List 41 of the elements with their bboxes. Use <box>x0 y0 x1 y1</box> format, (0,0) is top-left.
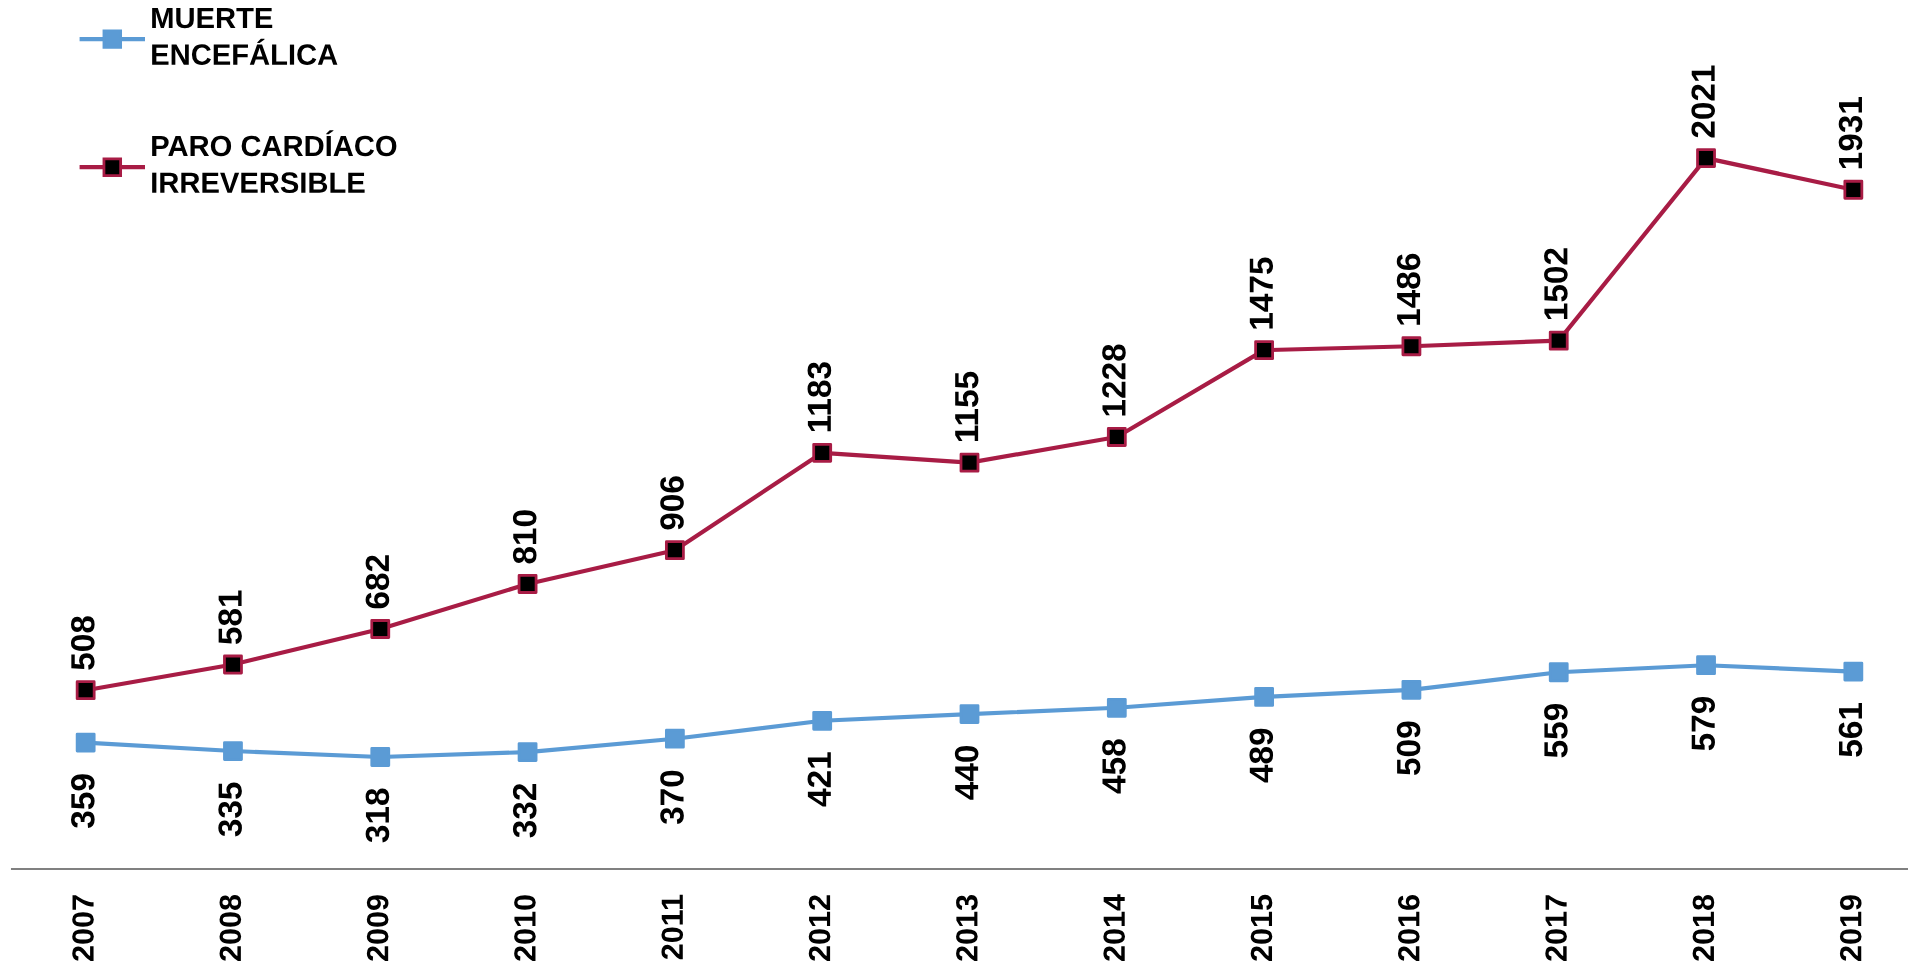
data-label: 1502 <box>1544 248 1568 320</box>
data-label: 508 <box>71 616 95 670</box>
data-label: 335 <box>218 782 242 837</box>
x-tick-label: 2008 <box>219 894 242 961</box>
data-label: 489 <box>1249 728 1274 783</box>
data-label: 561 <box>1838 703 1863 757</box>
data-label: 1183 <box>807 362 832 432</box>
data-label: 2021 <box>1691 65 1715 138</box>
x-tick-label: 2016 <box>1397 895 1420 961</box>
data-label: 1228 <box>1102 344 1126 416</box>
data-label: 1155 <box>955 371 979 442</box>
data-label: 509 <box>1396 721 1421 775</box>
x-tick-label: 2011 <box>661 894 684 960</box>
data-label: 581 <box>218 590 242 645</box>
data-label: 1475 <box>1249 257 1274 329</box>
x-tick-label: 2019 <box>1839 895 1862 961</box>
x-tick-label: 2009 <box>366 895 389 961</box>
x-tick-label: 2015 <box>1250 894 1273 961</box>
data-label: 1931 <box>1838 97 1863 169</box>
data-label: 1486 <box>1396 253 1421 325</box>
x-tick-label: 2012 <box>808 895 831 961</box>
data-label: 332 <box>512 783 537 838</box>
legend-label: MUERTE ENCEFÁLICA <box>152 7 338 65</box>
data-label: 421 <box>807 752 831 807</box>
x-tick-label: 2014 <box>1103 894 1126 961</box>
data-label: 318 <box>365 788 390 843</box>
x-tick-label: 2010 <box>514 895 536 961</box>
data-label: 458 <box>1102 739 1126 794</box>
data-label: 370 <box>660 770 684 825</box>
data-label: 810 <box>512 510 537 564</box>
data-label: 359 <box>71 774 95 828</box>
data-label: 906 <box>660 476 684 530</box>
x-tick-label: 2013 <box>956 895 978 961</box>
x-tick-label: 2018 <box>1692 894 1715 961</box>
legend-label: PARO CARDÍACO IRREVERSIBLE <box>152 130 397 194</box>
x-tick-label: 2007 <box>72 895 94 961</box>
data-label: 559 <box>1544 704 1568 758</box>
data-label: 440 <box>954 746 979 800</box>
data-label: 579 <box>1691 697 1715 751</box>
x-tick-label: 2017 <box>1545 895 1567 961</box>
data-label: 682 <box>365 555 390 609</box>
